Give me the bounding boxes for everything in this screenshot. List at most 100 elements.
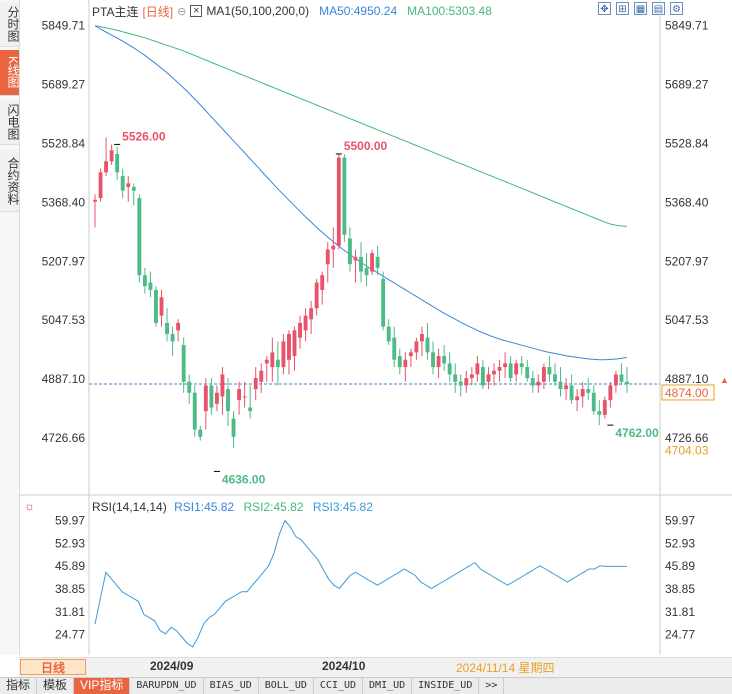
- candle-body: [137, 198, 142, 276]
- candle-body: [480, 367, 485, 386]
- candle-body: [331, 245, 336, 250]
- candle-body: [613, 374, 618, 386]
- y-tick-label-right: 4887.10: [665, 372, 709, 386]
- candle-body: [270, 352, 275, 368]
- candle-body: [464, 378, 469, 386]
- candle-body: [298, 322, 302, 338]
- candle-body: [519, 363, 524, 368]
- indicator-tabs: 指标 模板 VIP指标 BARUPDN_UD BIAS_UD BOLL_UD C…: [0, 677, 732, 694]
- candle-body: [602, 400, 607, 415]
- y-tick-label: 5047.53: [42, 313, 86, 327]
- candle-body: [115, 153, 120, 173]
- candle-body: [625, 381, 629, 384]
- tab-cci[interactable]: CCI_UD: [314, 678, 364, 694]
- candle-body: [530, 378, 535, 386]
- candle-body: [475, 363, 480, 375]
- period-label[interactable]: [日线]: [142, 4, 174, 19]
- rsi-y-tick: 52.93: [55, 536, 85, 550]
- candle-body: [469, 374, 474, 379]
- candle-body: [336, 157, 341, 246]
- candle-body: [436, 356, 441, 368]
- chart-icon[interactable]: ▤: [652, 2, 665, 15]
- candle-body: [231, 418, 236, 437]
- candle-body: [203, 385, 208, 412]
- tab-indicator[interactable]: 指标: [0, 678, 38, 694]
- current-date: 2024/11/14 星期四: [456, 661, 555, 675]
- y-tick-label-right: 5207.97: [665, 254, 709, 268]
- candle-body: [187, 381, 192, 393]
- candle-body: [442, 356, 447, 364]
- rsi-y-tick-right: 24.77: [665, 628, 695, 642]
- candle-body: [447, 363, 452, 375]
- y-tick-label-right: 5689.27: [665, 77, 709, 91]
- candle-body: [586, 389, 591, 393]
- rsi-y-tick: 45.89: [55, 559, 85, 573]
- candle-body: [292, 330, 297, 357]
- y-tick-label-right: 4726.66: [665, 431, 709, 445]
- tab-kline[interactable]: K线图: [0, 50, 20, 96]
- candle-body: [165, 322, 169, 334]
- candle-body: [248, 407, 253, 412]
- rsi-y-tick: 31.81: [55, 605, 85, 619]
- candle-body: [547, 367, 552, 375]
- candle-body: [364, 267, 369, 276]
- tab-inside[interactable]: INSIDE_UD: [412, 678, 480, 694]
- compress-icon[interactable]: ⊞: [616, 2, 629, 15]
- candle-body: [347, 238, 352, 265]
- y-tick-label: 4726.66: [42, 431, 86, 445]
- candle-body: [408, 352, 413, 357]
- ma-label: MA1(50,100,200,0): [206, 4, 310, 18]
- y-tick-label-right: 5528.84: [665, 136, 709, 150]
- candle-body: [453, 374, 458, 382]
- candle-body: [309, 308, 314, 320]
- expand-icon[interactable]: ✥: [598, 2, 611, 15]
- annotation-label: 4762.00: [615, 426, 659, 440]
- candle-body: [353, 256, 358, 261]
- x-date-label: 2024/09: [150, 659, 194, 673]
- main-legend: PTA主连 [日线] ⊖ ✕ MA1(50,100,200,0) MA50:49…: [92, 3, 492, 19]
- tab-barupdn[interactable]: BARUPDN_UD: [130, 678, 204, 694]
- candle-body: [392, 337, 397, 360]
- tab-dmi[interactable]: DMI_UD: [363, 678, 413, 694]
- candle-body: [126, 183, 131, 188]
- candle-body: [192, 392, 197, 430]
- rsi-y-tick: 59.97: [55, 514, 85, 528]
- candle-body: [281, 341, 286, 368]
- period-button[interactable]: 日线: [20, 659, 86, 675]
- tab-contract-info[interactable]: 合约资料: [0, 150, 20, 212]
- rsi-line: [94, 519, 627, 648]
- symbol-label: PTA主连: [92, 4, 139, 19]
- candle-body: [325, 249, 330, 265]
- tab-vip-indicator[interactable]: VIP指标: [74, 678, 131, 694]
- rsi-settings-icon[interactable]: ☼: [24, 499, 35, 513]
- candle-body: [214, 392, 219, 404]
- candle-body: [320, 275, 325, 290]
- tab-more[interactable]: >>: [479, 678, 505, 694]
- candle-body: [591, 392, 596, 412]
- tab-time-sharing[interactable]: 分时图: [0, 2, 20, 47]
- rsi-y-tick: 24.77: [55, 628, 85, 642]
- candle-body: [131, 187, 136, 191]
- candle-body: [226, 389, 230, 412]
- rsi2-value: RSI2:45.82: [243, 500, 304, 514]
- rsi-y-tick: 38.85: [55, 582, 85, 596]
- tab-template[interactable]: 模板: [37, 678, 75, 694]
- tab-flash[interactable]: 闪电图: [0, 100, 20, 145]
- candle-body: [597, 411, 602, 415]
- settings-icon[interactable]: ⚙: [670, 2, 683, 15]
- tab-boll[interactable]: BOLL_UD: [259, 678, 314, 694]
- candle-body: [431, 352, 435, 368]
- candle-body: [170, 334, 175, 342]
- settings-icon[interactable]: ⊖: [177, 5, 187, 18]
- grid-icon[interactable]: ▦: [634, 2, 647, 15]
- tab-bias[interactable]: BIAS_UD: [204, 678, 259, 694]
- candle-body: [148, 282, 153, 290]
- arrow-icon: ▲: [720, 375, 729, 385]
- candle-body: [575, 396, 580, 401]
- x-date-label: 2024/10: [322, 659, 366, 673]
- current-price-box: [661, 384, 715, 401]
- candle-body: [220, 374, 225, 397]
- ma-toggle-icon[interactable]: ✕: [190, 5, 203, 17]
- candle-body: [359, 256, 363, 272]
